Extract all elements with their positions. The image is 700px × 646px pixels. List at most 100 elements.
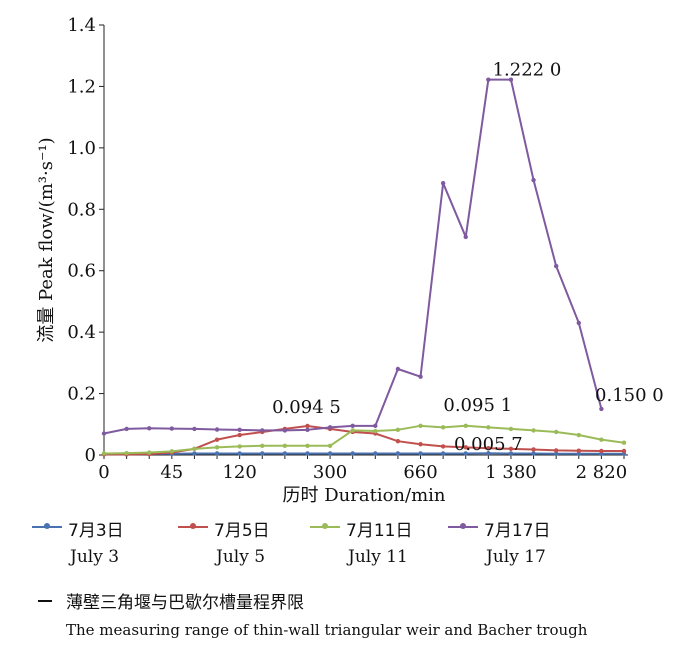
- data-point: [486, 451, 491, 456]
- data-point: [147, 450, 152, 455]
- y-tick-label: 1.0: [67, 138, 96, 159]
- x-tick-label: 660: [403, 462, 437, 483]
- x-tick-label: 0: [98, 462, 109, 483]
- data-point: [282, 443, 288, 448]
- data-point: [124, 450, 129, 456]
- data-point: [440, 451, 446, 456]
- data-point: [553, 263, 559, 269]
- y-tick-label: 0.4: [67, 322, 96, 343]
- data-point: [553, 451, 559, 456]
- threshold-line-swatch: [38, 600, 52, 602]
- data-point: [282, 451, 288, 456]
- data-point: [169, 426, 175, 431]
- data-point: [531, 447, 536, 452]
- data-point: [373, 451, 378, 456]
- data-point: [214, 445, 220, 450]
- data-point: [418, 423, 423, 429]
- data-point: [147, 426, 152, 431]
- y-tick-label: 0: [85, 445, 96, 466]
- data-point: [599, 448, 604, 454]
- data-point: [350, 423, 355, 429]
- data-point: [373, 423, 378, 429]
- data-point: [327, 451, 333, 456]
- data-point: [621, 440, 627, 445]
- data-point: [463, 445, 468, 450]
- data-point: [531, 451, 536, 456]
- data-point: [305, 451, 310, 456]
- data-point: [327, 425, 333, 430]
- data-label: 1.222 0: [493, 60, 562, 81]
- data-point: [214, 427, 220, 432]
- legend-marker: [322, 523, 328, 529]
- data-point: [486, 425, 491, 430]
- data-point: [395, 438, 401, 444]
- legend-label-zh: 7月5日: [214, 521, 270, 541]
- legend-marker: [44, 523, 50, 529]
- data-point: [621, 448, 627, 454]
- legend-label-en: July 17: [486, 547, 546, 567]
- data-point: [373, 428, 378, 434]
- data-point: [418, 374, 423, 379]
- data-point: [553, 429, 559, 435]
- data-label: 0.150 0: [595, 385, 664, 406]
- data-point: [260, 443, 265, 448]
- data-point: [576, 451, 581, 456]
- data-point: [350, 451, 355, 456]
- data-point: [599, 437, 604, 442]
- data-point: [463, 423, 468, 428]
- x-tick-label: 300: [313, 462, 347, 483]
- legend-item-july-5: 7月5日 July 5: [178, 515, 338, 575]
- data-point: [101, 451, 107, 456]
- data-point: [124, 426, 129, 432]
- y-tick-label: 0.2: [67, 384, 96, 405]
- data-point: [305, 427, 310, 433]
- data-point: [237, 427, 242, 433]
- legend-item-july-3: 7月3日 July 3: [32, 515, 192, 575]
- data-point: [508, 77, 514, 82]
- data-point: [576, 320, 581, 326]
- data-point: [260, 451, 265, 456]
- data-point: [440, 180, 446, 186]
- data-point: [327, 443, 333, 448]
- data-point: [214, 437, 220, 442]
- data-point: [508, 451, 514, 456]
- chart-svg: 0 0.2 0.4 0.6 0.8 1.0 1.2 1.4 0 45 120 300 660 1 380 2…: [36, 15, 664, 506]
- data-point: [463, 234, 468, 240]
- x-axis-title: 历时 Duration/min: [283, 485, 446, 506]
- data-point: [237, 451, 242, 456]
- data-point: [192, 451, 197, 456]
- x-tick-label: 120: [222, 462, 256, 483]
- legend-item-july-11: 7月11日 July 11: [310, 515, 470, 575]
- series-line: [103, 452, 624, 456]
- data-point: [395, 427, 401, 433]
- legend-marker: [190, 523, 196, 529]
- x-tick-label: 1 380: [485, 462, 537, 483]
- legend-label-en: July 11: [348, 547, 408, 567]
- x-tick-label: 2 820: [576, 462, 628, 483]
- data-point: [553, 448, 559, 453]
- data-point: [214, 451, 220, 456]
- series-line: [103, 424, 625, 455]
- threshold-note-en: The measuring range of thin-wall triangu…: [66, 621, 588, 639]
- legend-label-en: July 3: [70, 547, 120, 567]
- data-point: [192, 446, 197, 452]
- data-point: [531, 177, 536, 183]
- legend-label-en: July 5: [216, 547, 266, 567]
- data-point: [418, 442, 423, 447]
- data-label: 0.005 7: [454, 434, 523, 455]
- y-tick-label: 1.4: [67, 15, 96, 36]
- y-axis-title: 流量 Peak flow/(m³·s⁻¹): [36, 137, 57, 342]
- data-point: [440, 444, 446, 449]
- legend-marker: [460, 523, 466, 529]
- data-label: 0.095 1: [443, 395, 512, 416]
- data-label: 0.094 5: [272, 397, 341, 418]
- data-point: [576, 448, 581, 453]
- y-tick-label: 1.2: [67, 76, 96, 97]
- data-point: [508, 446, 514, 452]
- legend-item-july-17: 7月17日 July 17: [448, 515, 608, 575]
- legend-label-zh: 7月3日: [68, 521, 124, 541]
- data-point: [237, 444, 242, 449]
- data-point: [169, 449, 175, 454]
- data-point: [463, 451, 468, 456]
- threshold-note-zh: 薄壁三角堰与巴歇尔槽量程界限: [66, 593, 304, 613]
